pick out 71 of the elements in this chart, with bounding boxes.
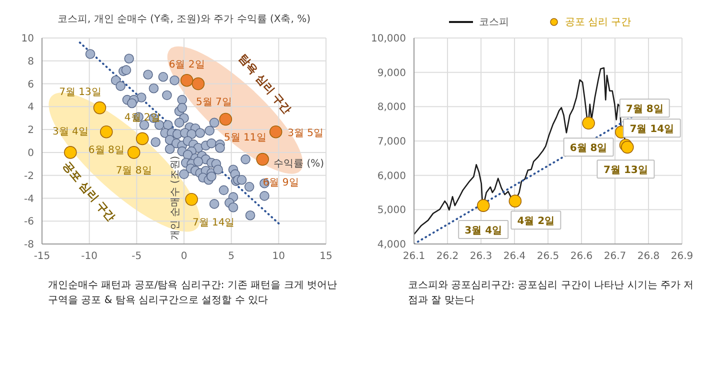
data-label: 3월 5일 — [288, 128, 324, 139]
x-tick-label: 26.8 — [637, 251, 660, 262]
y-tick-label: 6,000 — [377, 170, 406, 182]
y-tick-label: 7,000 — [377, 136, 406, 148]
text: 코스피와 공포심리구간: 공포심리 구간이 나타난 시기는 주가 저점과 잘 맞는다 — [408, 279, 695, 308]
x-tick-label: 0 — [180, 251, 188, 262]
text: 개인순매수 패턴과 공포/탐욕 심리구간: 기존 패턴을 크게 벗어난 구역을 공포 & 탐욕 심리구간으로 설정할 수 있다 — [48, 279, 338, 308]
x-tick-label: 26.9 — [670, 251, 694, 262]
y-tick-label: 10 — [21, 34, 34, 45]
x-tick-label: 5 — [228, 251, 235, 262]
y-tick-label: 5,000 — [377, 205, 406, 216]
data-label: 7월 13일 — [604, 165, 648, 176]
x-tick-label: 26.6 — [570, 251, 593, 262]
x-axis-title: 수익률 (%) — [274, 158, 324, 170]
y-axis-title: 개인 순매수 (조원) — [170, 156, 181, 240]
point — [219, 112, 232, 126]
data-label: 7월 8일 — [116, 165, 152, 176]
y-tick-label: 0 — [28, 148, 34, 159]
data-label: 5월 11일 — [224, 132, 266, 144]
x-tick-label: -15 — [34, 251, 50, 262]
x-tick-label: 10 — [272, 251, 286, 262]
point — [136, 132, 149, 146]
point — [476, 199, 490, 212]
point — [93, 101, 106, 114]
data-label: 4월 2일 — [517, 216, 555, 228]
data-label: 7월 13일 — [59, 86, 102, 98]
data-label: 3월 4일 — [464, 226, 502, 237]
y-tick-label: 6 — [28, 79, 34, 90]
y-tick-label: -4 — [24, 194, 34, 205]
data-label: 7월 14일 — [630, 124, 674, 136]
y-tick-label: 2 — [28, 125, 34, 136]
x-tick-label: 26.5 — [536, 251, 560, 262]
x-tick-label: 26.1 — [402, 251, 426, 262]
data-label: 3월 4일 — [52, 126, 88, 138]
y-tick-label: 8 — [28, 56, 34, 68]
data-label: 6월 2일 — [168, 59, 205, 70]
point — [64, 146, 77, 159]
data-label: 5월 7일 — [196, 96, 232, 108]
data-label: 6월 8일 — [570, 143, 608, 154]
annotation: 탐욕 심리 구간 — [236, 52, 294, 116]
y-tick-label: 8,000 — [377, 102, 406, 114]
point — [582, 116, 595, 130]
x-tick-label: 15 — [320, 251, 332, 262]
y-tick-label: 10,000 — [371, 34, 406, 45]
point — [185, 192, 198, 206]
y-tick-label: 9,000 — [377, 68, 406, 79]
data-label: 7월 8일 — [626, 104, 664, 116]
x-tick-label: 26.3 — [470, 251, 492, 262]
point — [256, 152, 269, 166]
x-tick-label: 26.4 — [503, 251, 526, 262]
y-tick-label: -8 — [24, 240, 34, 251]
legend-label: 코스피 — [478, 16, 509, 29]
point — [180, 74, 194, 87]
point — [100, 125, 113, 138]
point — [269, 125, 282, 138]
point — [192, 77, 205, 90]
x-tick-label: -5 — [132, 251, 142, 262]
point — [127, 146, 140, 159]
y-tick-label: 4 — [28, 102, 34, 114]
data-label: 7월 14일 — [192, 217, 235, 228]
x-tick-label: -10 — [81, 251, 98, 262]
x-tick-label: 26.7 — [604, 251, 626, 262]
legend-label: 공포 심리 구간 — [564, 16, 632, 29]
point — [508, 194, 522, 208]
x-tick-label: 26.2 — [436, 251, 459, 262]
y-tick-label: -2 — [24, 170, 34, 182]
y-tick-label: 4,000 — [377, 240, 406, 251]
data-label: 6월 8일 — [88, 144, 124, 156]
chart-title: 코스피, 개인 순매수 (Y축, 조원)와 주가 수익률 (X축, %) — [56, 13, 312, 27]
annotation: 공포 심리 구간 — [60, 159, 118, 224]
y-tick-label: -6 — [24, 216, 34, 228]
